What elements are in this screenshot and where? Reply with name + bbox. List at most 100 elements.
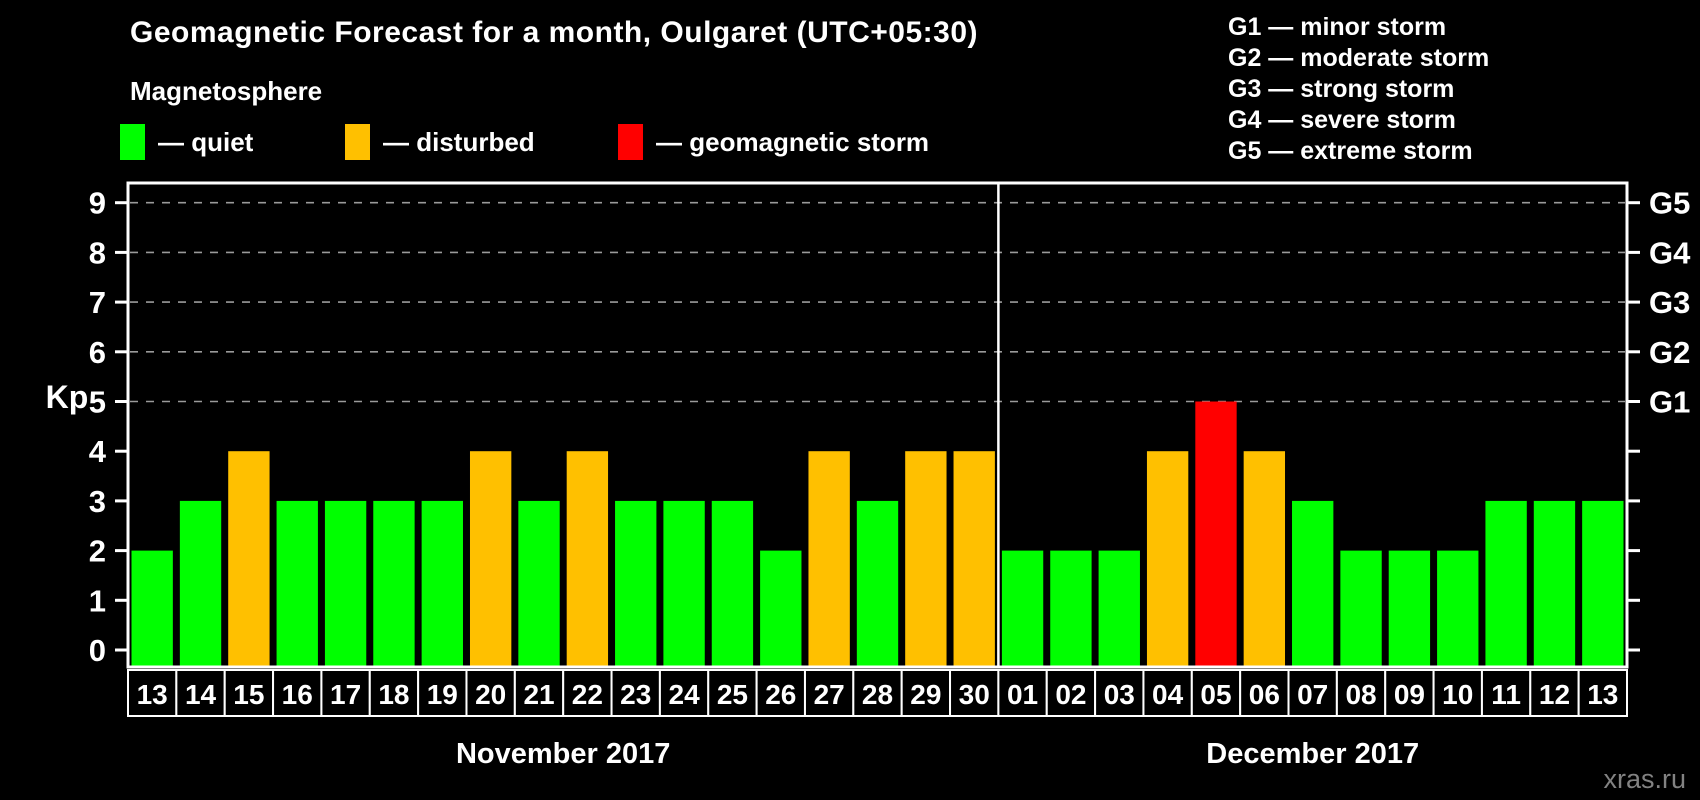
y-axis-label-0: 0	[89, 633, 106, 668]
kp-bar-22	[566, 451, 609, 667]
date-label-24: 24	[669, 679, 701, 710]
date-box-14	[175, 669, 226, 717]
date-label-20: 20	[475, 679, 506, 710]
quiet-color-swatch	[120, 124, 145, 160]
date-label-09: 09	[1394, 679, 1425, 710]
date-label-10: 10	[1442, 679, 1473, 710]
magnetosphere-label: Magnetosphere	[130, 76, 323, 106]
legend-label-disturbed: — disturbed	[383, 126, 535, 157]
kp-bar-27	[808, 451, 850, 667]
date-label-01: 01	[1007, 679, 1038, 710]
storm-scale-g1: G1 — minor storm	[1228, 13, 1447, 41]
kp-bar-11	[1485, 500, 1527, 667]
date-box-17	[320, 669, 371, 717]
storm-scale-g4: G4 — severe storm	[1228, 106, 1456, 134]
kp-bar-05	[1195, 401, 1237, 667]
date-label-28: 28	[862, 679, 893, 710]
date-label-13: 13	[1587, 679, 1618, 710]
g-axis-label-G4: G4	[1649, 235, 1691, 270]
date-box-13	[1577, 669, 1628, 717]
kp-bar-21	[518, 500, 560, 667]
date-label-18: 18	[378, 679, 409, 710]
kp-bar-02	[1050, 550, 1092, 667]
kp-bar-01	[1001, 550, 1044, 667]
date-label-15: 15	[233, 679, 264, 710]
y-axis-label-2: 2	[89, 534, 106, 569]
date-box-28	[852, 669, 903, 717]
kp-bar-03	[1098, 550, 1140, 667]
date-box-21	[513, 669, 565, 717]
g-axis-label-G5: G5	[1649, 186, 1690, 221]
plot-border	[126, 181, 1629, 669]
legend-item-disturbed: — disturbed	[345, 122, 535, 162]
kp-bar-07	[1292, 500, 1334, 667]
date-box-15	[223, 669, 275, 717]
storm-scale-g3: G3 — strong storm	[1228, 75, 1455, 103]
date-box-04	[1142, 669, 1193, 717]
date-box-01	[997, 669, 1048, 717]
date-label-23: 23	[620, 679, 651, 710]
g-axis-label-G3: G3	[1649, 285, 1690, 320]
y-axis-label-1: 1	[89, 583, 106, 618]
date-label-11: 11	[1491, 679, 1521, 710]
legend-item-storm: — geomagnetic storm	[618, 122, 929, 162]
kp-bar-25	[711, 500, 754, 667]
date-box-18	[368, 669, 420, 717]
disturbed-color-swatch	[345, 124, 370, 160]
kp-bar-16	[276, 500, 318, 667]
kp-bar-28	[856, 500, 899, 667]
g-axis-label-G2: G2	[1649, 335, 1690, 370]
date-box-20	[465, 669, 516, 717]
y-axis-label-3: 3	[89, 484, 106, 519]
y-axis-label-4: 4	[89, 434, 107, 469]
month-label: December 2017	[1206, 738, 1419, 770]
y-axis-label-7: 7	[89, 285, 106, 320]
storm-scale-g5: G5 — extreme storm	[1228, 137, 1473, 165]
date-label-08: 08	[1345, 679, 1376, 710]
date-label-05: 05	[1200, 679, 1231, 710]
date-label-19: 19	[427, 679, 458, 710]
storm-color-swatch	[618, 124, 643, 160]
date-box-22	[562, 669, 613, 717]
kp-bar-14	[179, 500, 222, 667]
kp-bar-06	[1243, 451, 1286, 667]
y-axis-label-9: 9	[89, 186, 106, 221]
date-label-14: 14	[185, 679, 217, 710]
date-box-05	[1190, 669, 1242, 717]
kp-bar-18	[373, 500, 415, 667]
date-label-16: 16	[282, 679, 313, 710]
kp-bar-30	[953, 451, 995, 667]
date-label-26: 26	[765, 679, 796, 710]
watermark: xras.ru	[1603, 764, 1686, 794]
date-label-29: 29	[910, 679, 941, 710]
kp-bar-09	[1388, 550, 1431, 667]
g-axis-label-G1: G1	[1649, 385, 1690, 420]
legend-item-quiet: — quiet	[120, 122, 253, 162]
date-box-25	[707, 669, 758, 717]
storm-scale-legend: G1 — minor storm G2 — moderate storm G3 …	[1228, 12, 1489, 167]
date-label-27: 27	[814, 679, 845, 710]
kp-bar-29	[905, 451, 947, 667]
date-label-07: 07	[1297, 679, 1328, 710]
date-label-13: 13	[137, 679, 168, 710]
kp-bar-15	[228, 451, 270, 667]
y-axis-title: Kp	[46, 379, 89, 415]
date-label-03: 03	[1104, 679, 1135, 710]
y-axis-label-5: 5	[89, 385, 106, 420]
date-label-06: 06	[1249, 679, 1280, 710]
kp-bar-20	[469, 451, 512, 667]
date-box-29	[900, 669, 952, 717]
kp-bar-24	[663, 500, 705, 667]
date-label-12: 12	[1539, 679, 1570, 710]
kp-bar-17	[324, 500, 367, 667]
y-axis-label-8: 8	[89, 235, 106, 270]
date-label-30: 30	[959, 679, 990, 710]
y-axis-label-6: 6	[89, 335, 106, 370]
kp-bar-08	[1340, 550, 1382, 667]
kp-bar-13	[1582, 500, 1624, 667]
date-box-07	[1287, 669, 1338, 717]
date-label-17: 17	[330, 679, 361, 710]
legend-label-storm: — geomagnetic storm	[656, 126, 930, 157]
